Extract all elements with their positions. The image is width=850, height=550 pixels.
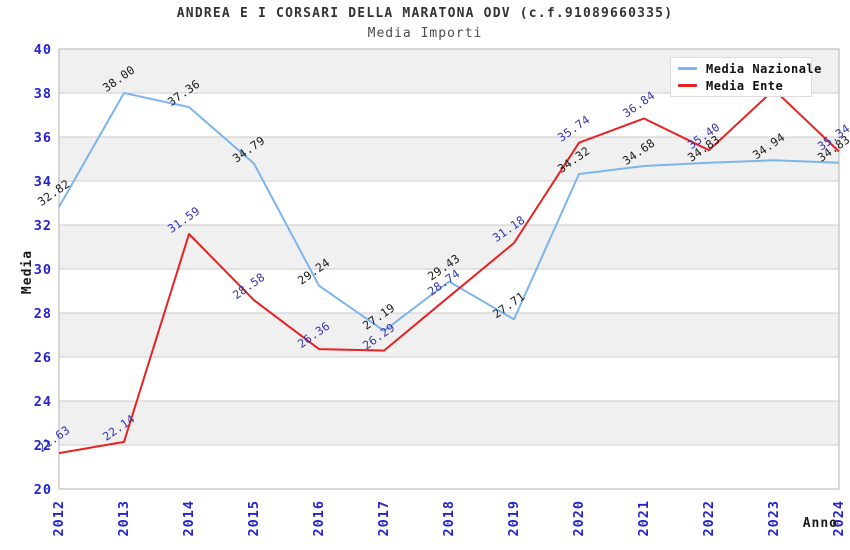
band-gray (59, 225, 839, 269)
legend-line-marker-nazionale (678, 67, 697, 70)
plot-border (58, 48, 840, 490)
y-tick-label: 40 (34, 42, 52, 58)
x-tick-label: 2021 (636, 500, 652, 537)
x-tick-label: 2019 (506, 500, 522, 537)
y-tick-label: 22 (34, 438, 52, 454)
band-white (59, 181, 839, 225)
x-tick-label: 2012 (51, 500, 67, 537)
legend-label: Media Nazionale (706, 61, 822, 76)
y-tick-label: 20 (34, 482, 52, 498)
x-tick-label: 2023 (766, 500, 782, 537)
y-tick-label: 32 (34, 218, 52, 234)
y-axis-title: Media (20, 250, 35, 294)
x-tick-label: 2024 (831, 500, 847, 537)
x-tick-label: 2013 (116, 500, 132, 537)
band-gray (59, 313, 839, 357)
legend-line-marker-ente (678, 84, 697, 87)
y-tick-label: 30 (34, 262, 52, 278)
band-white (59, 357, 839, 401)
x-tick-label: 2018 (441, 500, 457, 537)
series-line-media-ente (58, 88, 840, 455)
x-tick-label: 2017 (376, 500, 392, 537)
x-tick-label: 2020 (571, 500, 587, 537)
band-white (59, 445, 839, 489)
x-tick-label: 2015 (246, 500, 262, 537)
x-tick-label: 2014 (181, 500, 197, 537)
y-tick-label: 28 (34, 306, 52, 322)
chart-subtitle: Media Importi (367, 26, 483, 41)
band-gray (59, 401, 839, 445)
x-tick-label: 2022 (701, 500, 717, 537)
y-tick-label: 26 (34, 350, 52, 366)
x-axis-title: Anno (803, 516, 838, 531)
legend-label: Media Ente (706, 78, 784, 93)
legend-item-media-ente: Media Ente (678, 79, 807, 93)
y-tick-label: 36 (34, 130, 52, 146)
legend-item-media-nazionale: Media Nazionale (678, 62, 821, 76)
band-gray (59, 137, 839, 181)
legend: Media Nazionale Media Ente (670, 57, 821, 97)
band-white (59, 269, 839, 313)
band-white (59, 93, 839, 137)
chart-title: ANDREA E I CORSARI DELLA MARATONA ODV (c… (176, 6, 674, 21)
y-tick-label: 38 (34, 86, 52, 102)
x-tick-label: 2016 (311, 500, 327, 537)
y-tick-label: 34 (34, 174, 52, 190)
y-tick-label: 24 (34, 394, 52, 410)
series-line-media-nazionale (58, 92, 840, 332)
